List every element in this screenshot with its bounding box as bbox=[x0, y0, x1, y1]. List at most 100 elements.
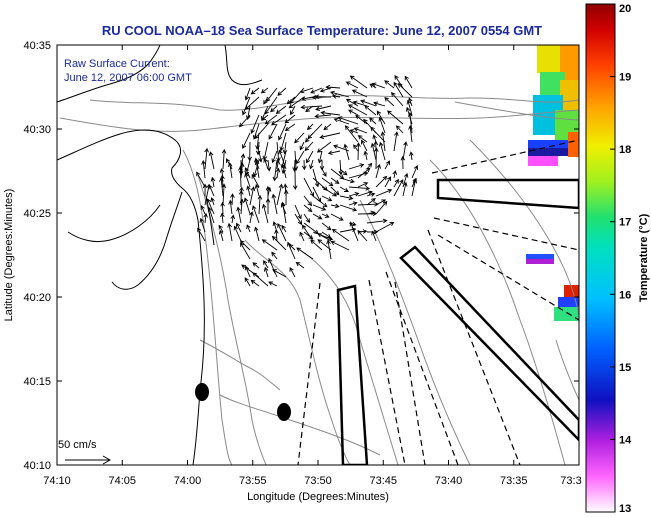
current-vector bbox=[312, 168, 320, 188]
current-vector bbox=[289, 266, 296, 278]
current-vector bbox=[250, 87, 260, 95]
colorbar-tick-label: 19 bbox=[619, 72, 631, 84]
y-tick-label: 40:15 bbox=[23, 376, 51, 388]
current-vector bbox=[241, 264, 260, 278]
current-vector bbox=[339, 168, 348, 176]
current-vector bbox=[355, 114, 368, 125]
current-vector bbox=[271, 251, 278, 260]
current-vector bbox=[243, 197, 251, 215]
current-vector bbox=[299, 87, 314, 94]
current-vector bbox=[376, 110, 386, 125]
current-vector bbox=[333, 117, 350, 125]
current-vector bbox=[312, 195, 328, 208]
current-vector bbox=[303, 213, 311, 224]
colorbar-tick-label: 20 bbox=[619, 3, 631, 15]
current-vector bbox=[317, 233, 332, 242]
current-vector bbox=[275, 159, 281, 170]
current-vector bbox=[307, 123, 323, 140]
current-vector bbox=[263, 266, 269, 278]
current-vector bbox=[278, 123, 287, 141]
current-vector bbox=[281, 163, 287, 179]
y-tick-label: 40:35 bbox=[23, 40, 51, 52]
y-tick-label: 40:25 bbox=[23, 208, 51, 220]
current-vector bbox=[353, 144, 359, 152]
current-vector bbox=[375, 188, 393, 197]
current-vector bbox=[250, 279, 260, 287]
x-tick-label: 73:45 bbox=[369, 475, 397, 487]
current-vector bbox=[393, 81, 404, 98]
current-vector bbox=[251, 205, 260, 224]
scale-arrow bbox=[65, 455, 112, 465]
current-vector bbox=[268, 281, 278, 287]
current-vector bbox=[366, 162, 373, 170]
current-vector bbox=[303, 204, 313, 213]
current-vector bbox=[292, 168, 298, 191]
current-vector bbox=[284, 123, 296, 132]
current-vector bbox=[357, 135, 368, 143]
current-vector bbox=[339, 204, 358, 212]
current-vector bbox=[257, 194, 263, 215]
y-tick-label: 40:10 bbox=[23, 460, 51, 472]
current-vector bbox=[375, 163, 381, 179]
current-vector bbox=[296, 150, 305, 165]
current-vector bbox=[268, 123, 278, 140]
colorbar-tick-label: 18 bbox=[619, 144, 631, 156]
current-vector bbox=[294, 132, 305, 144]
zone-outlines bbox=[336, 178, 579, 465]
current-vector bbox=[227, 222, 233, 242]
chart-title: RU COOL NOAA–18 Sea Surface Temperature:… bbox=[102, 23, 542, 38]
current-vector bbox=[384, 80, 395, 89]
current-vector bbox=[384, 176, 392, 188]
current-vector bbox=[329, 90, 350, 98]
current-vector bbox=[246, 224, 251, 233]
current-vector bbox=[400, 155, 406, 170]
annotation-line-1: Raw Surface Current: bbox=[64, 58, 170, 70]
current-vector bbox=[316, 141, 332, 153]
current-vector bbox=[261, 114, 269, 121]
current-vector bbox=[290, 105, 296, 116]
current-vector bbox=[404, 75, 413, 89]
current-vector bbox=[238, 189, 244, 206]
current-vector bbox=[278, 149, 287, 170]
current-vector bbox=[230, 214, 236, 224]
current-vector bbox=[339, 186, 349, 192]
current-vector bbox=[275, 105, 287, 114]
current-vector bbox=[242, 132, 251, 150]
current-vector bbox=[233, 225, 242, 242]
current-vector bbox=[218, 229, 224, 242]
current-vector bbox=[236, 222, 242, 233]
current-vector bbox=[284, 114, 296, 124]
x-tick-label: 73:3 bbox=[560, 475, 581, 487]
current-vector bbox=[321, 213, 330, 218]
current-vector bbox=[250, 114, 260, 134]
current-vector bbox=[294, 213, 303, 226]
current-vector bbox=[271, 150, 278, 164]
current-vector bbox=[254, 183, 260, 197]
current-vector bbox=[343, 143, 350, 161]
current-vector bbox=[409, 151, 414, 161]
current-vector bbox=[331, 94, 341, 99]
current-vector bbox=[261, 203, 269, 224]
current-vector bbox=[244, 167, 251, 179]
current-vector bbox=[252, 272, 269, 287]
current-vector bbox=[210, 197, 215, 206]
current-vector bbox=[371, 230, 377, 242]
current-vector bbox=[366, 210, 376, 216]
current-vector bbox=[386, 110, 404, 125]
current-vector bbox=[258, 150, 263, 163]
current-vector bbox=[249, 186, 256, 206]
y-axis-label: Latitude (Degrees:Minutes) bbox=[3, 189, 15, 322]
colorbar-tick-label: 16 bbox=[619, 289, 631, 301]
colorbar-label: Temperature (°C) bbox=[638, 213, 650, 302]
current-vector bbox=[321, 195, 333, 202]
current-vector bbox=[337, 116, 359, 125]
current-vector bbox=[402, 181, 408, 197]
current-vector bbox=[266, 87, 278, 103]
current-vector bbox=[348, 163, 365, 170]
current-vector bbox=[321, 186, 337, 197]
current-vector bbox=[254, 226, 260, 242]
current-vector bbox=[301, 96, 314, 101]
current-vector bbox=[271, 235, 287, 251]
current-vector bbox=[228, 199, 233, 215]
current-vector bbox=[361, 139, 368, 152]
